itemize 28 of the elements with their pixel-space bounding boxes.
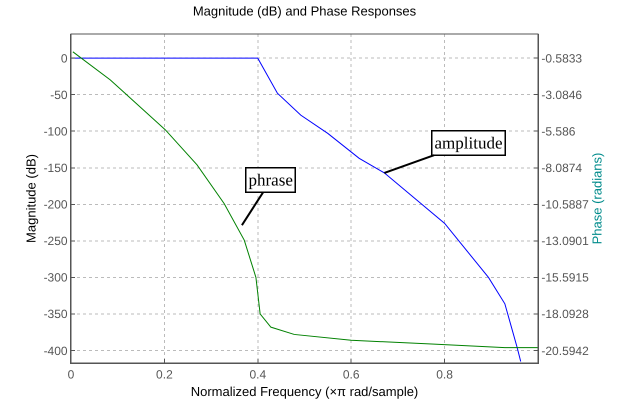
y2-tick-label: -13.0901: [541, 234, 590, 248]
y2-tick-label: -20.5942: [541, 344, 590, 358]
y-tick-label: -150: [44, 160, 68, 175]
y2-tick-label: -18.0928: [541, 307, 590, 322]
chart-title: Magnitude (dB) and Phase Responses: [192, 3, 417, 18]
y2-tick-label: -3.0846: [541, 88, 582, 102]
y-tick-label: 0: [60, 51, 68, 66]
y-tick-label: -250: [44, 234, 68, 248]
y2-tick-label: -15.5915: [541, 270, 590, 285]
y2-tick-label: -0.5833: [541, 51, 582, 66]
y-axis-title: Magnitude (dB): [24, 154, 39, 243]
x-tick-label: 0.6: [342, 367, 360, 382]
x-tick-label: 0.8: [436, 367, 454, 382]
y2-tick-label: -10.5887: [541, 198, 590, 212]
annotation: amplitude: [434, 134, 502, 152]
x-axis-title: Normalized Frequency (×π rad/sample): [190, 384, 418, 399]
y2-tick-label: -8.0874: [541, 161, 582, 175]
y-tick-label: -200: [44, 198, 68, 212]
y-tick-label: -300: [44, 270, 68, 285]
y-tick-label: -350: [44, 307, 68, 322]
y-tick-label: -50: [50, 88, 68, 102]
x-tick-label: 0.4: [249, 367, 266, 382]
y-tick-label: -400: [44, 344, 68, 358]
y2-axis-title: Phase (radians): [590, 152, 605, 244]
y-tick-label: -100: [44, 124, 68, 138]
y2-tick-label: -5.586: [541, 124, 576, 138]
annotation: phrase: [248, 170, 293, 190]
x-tick-label: 0.2: [156, 367, 174, 382]
